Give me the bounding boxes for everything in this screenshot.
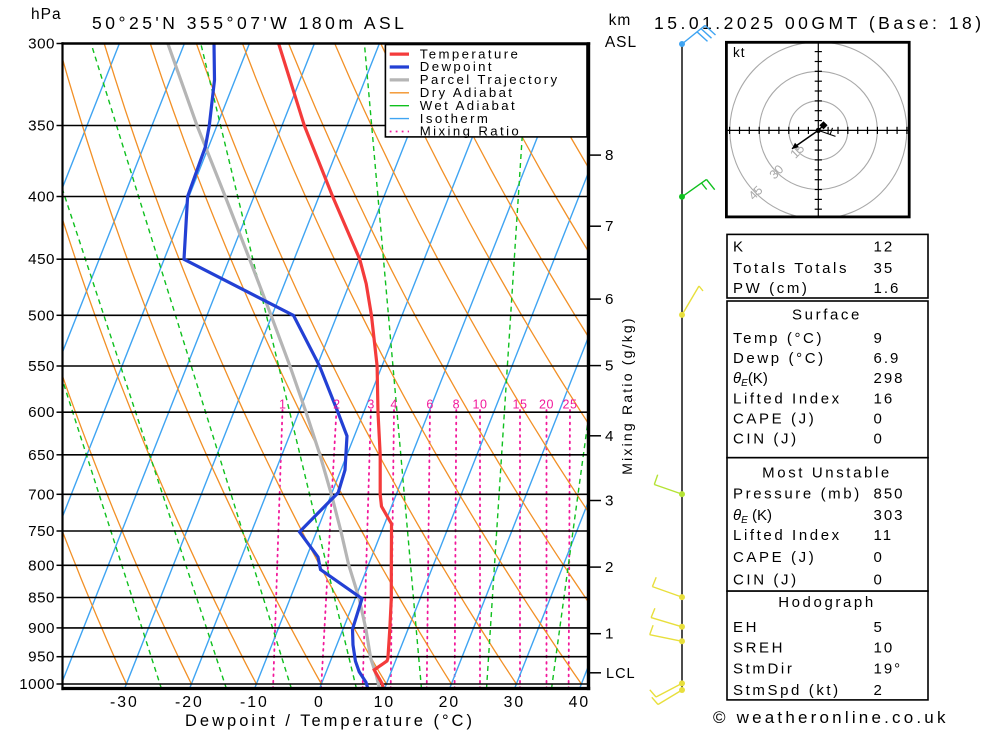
svg-text:1: 1 [279,398,286,412]
svg-text:5: 5 [874,619,884,636]
svg-text:16: 16 [874,390,895,407]
svg-text:Dewpoint: Dewpoint [420,59,494,74]
svg-text:Dewp (°C): Dewp (°C) [733,350,826,367]
svg-text:5: 5 [605,358,613,375]
svg-text:3: 3 [605,493,613,510]
svg-text:500: 500 [28,307,55,324]
svg-text:CIN (J): CIN (J) [733,571,799,588]
svg-text:Dry Adiabat: Dry Adiabat [420,85,515,100]
svg-text:CAPE (J): CAPE (J) [733,549,816,566]
svg-text:20: 20 [539,398,554,412]
svg-text:35: 35 [874,260,895,277]
svg-text:25: 25 [563,398,578,412]
svg-text:0: 0 [874,571,884,588]
svg-text:kt: kt [733,45,746,60]
svg-text:Temp (°C): Temp (°C) [733,330,824,347]
svg-text:StmDir: StmDir [733,661,794,678]
svg-text:10: 10 [874,640,895,657]
svg-text:LCL: LCL [606,666,636,682]
svg-text:1: 1 [605,626,613,643]
svg-text:2: 2 [874,682,884,699]
svg-text:Dewpoint / Temperature (°C): Dewpoint / Temperature (°C) [185,712,475,730]
svg-text:6: 6 [605,291,613,308]
svg-text:Most Unstable: Most Unstable [762,464,892,481]
svg-text:0: 0 [314,694,325,711]
svg-text:Isotherm: Isotherm [420,111,491,126]
svg-text:PW (cm): PW (cm) [733,280,810,297]
svg-text:900: 900 [28,620,55,637]
svg-text:Lifted Index: Lifted Index [733,527,842,544]
svg-text:15.01.2025 00GMT (Base: 18): 15.01.2025 00GMT (Base: 18) [654,13,985,33]
svg-text:50°25'N 355°07'W 180m ASL: 50°25'N 355°07'W 180m ASL [92,13,407,33]
svg-text:800: 800 [28,557,55,574]
svg-text:750: 750 [28,523,55,540]
svg-text:9: 9 [874,330,884,347]
svg-text:650: 650 [28,447,55,464]
svg-text:θE (K): θE (K) [733,507,772,526]
svg-text:8: 8 [453,398,460,412]
svg-text:10: 10 [473,398,488,412]
svg-text:-20: -20 [175,694,204,711]
svg-text:0: 0 [874,410,884,427]
svg-text:8: 8 [605,147,613,164]
svg-text:hPa: hPa [31,6,62,23]
svg-text:700: 700 [28,486,55,503]
svg-text:12: 12 [874,239,895,256]
svg-text:2: 2 [333,398,340,412]
svg-text:19°: 19° [874,661,903,678]
svg-text:Lifted Index: Lifted Index [733,390,842,407]
svg-text:K: K [733,239,746,256]
svg-text:ASL: ASL [605,34,637,51]
svg-text:EH: EH [733,619,759,636]
svg-text:km: km [609,12,632,29]
svg-text:30: 30 [504,694,526,711]
svg-text:Surface: Surface [792,307,862,324]
svg-text:0: 0 [874,430,884,447]
svg-text:550: 550 [28,358,55,375]
svg-text:Wet Adiabat: Wet Adiabat [420,98,517,113]
svg-text:CIN (J): CIN (J) [733,430,799,447]
svg-text:450: 450 [28,251,55,268]
svg-text:850: 850 [28,590,55,607]
svg-text:SREH: SREH [733,640,785,657]
svg-text:CAPE (J): CAPE (J) [733,410,816,427]
svg-text:600: 600 [28,404,55,421]
svg-text:Pressure (mb): Pressure (mb) [733,485,862,502]
svg-text:11: 11 [874,527,894,544]
svg-text:6.9: 6.9 [874,350,901,367]
svg-text:0: 0 [874,549,884,566]
svg-text:15: 15 [513,398,528,412]
svg-text:850: 850 [874,485,905,502]
svg-text:40: 40 [569,694,591,711]
svg-text:1.6: 1.6 [874,280,901,297]
svg-text:4: 4 [605,428,613,445]
svg-text:6: 6 [426,398,433,412]
svg-text:-10: -10 [240,694,269,711]
svg-text:3: 3 [367,398,374,412]
svg-text:-30: -30 [110,694,139,711]
svg-text:303: 303 [874,507,905,524]
svg-text:1000: 1000 [19,676,55,693]
svg-text:7: 7 [605,218,613,235]
svg-text:400: 400 [28,189,55,206]
svg-text:300: 300 [28,36,55,53]
svg-text:Mixing Ratio (g/kg): Mixing Ratio (g/kg) [619,316,635,475]
svg-text:© weatheronline.co.uk: © weatheronline.co.uk [713,708,949,727]
svg-text:10: 10 [374,694,396,711]
svg-text:350: 350 [28,118,55,135]
svg-text:4: 4 [390,398,397,412]
svg-text:20: 20 [439,694,461,711]
svg-text:Parcel Trajectory: Parcel Trajectory [420,72,560,87]
svg-text:StmSpd (kt): StmSpd (kt) [733,682,841,699]
svg-text:950: 950 [28,649,55,666]
svg-text:298: 298 [874,370,905,387]
svg-text:Temperature: Temperature [420,46,520,61]
svg-text:θE(K): θE(K) [733,370,768,389]
svg-text:Totals Totals: Totals Totals [733,260,849,277]
svg-text:Mixing Ratio: Mixing Ratio [420,124,521,139]
svg-text:Hodograph: Hodograph [778,594,876,611]
svg-text:2: 2 [605,559,613,576]
